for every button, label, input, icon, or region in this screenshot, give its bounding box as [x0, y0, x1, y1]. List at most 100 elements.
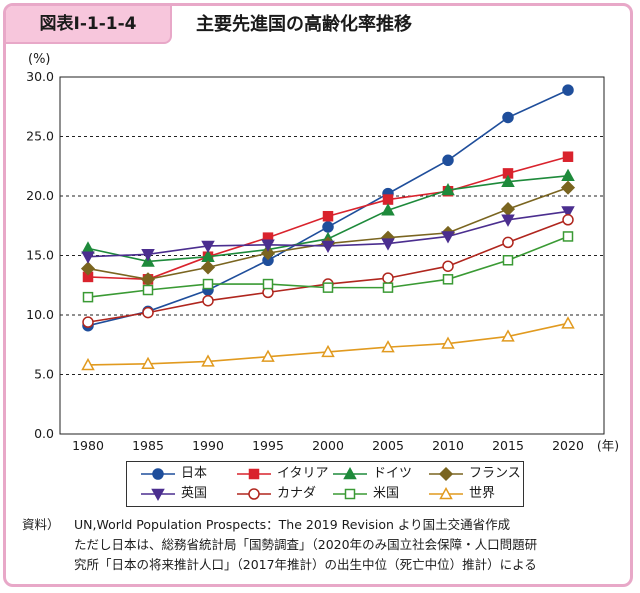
data-point: [201, 354, 215, 367]
source-label: 資料）: [22, 517, 60, 532]
legend-swatch: [333, 488, 367, 500]
data-point: [501, 329, 515, 342]
data-point: [381, 203, 395, 216]
data-point: [261, 239, 275, 252]
data-point: [81, 241, 95, 254]
legend-swatch: [429, 486, 463, 500]
y-tick-label: 15.0: [26, 248, 54, 263]
source-note: 資料） UN,World Population Prospects：The 20…: [22, 515, 622, 575]
data-point: [382, 272, 394, 284]
data-point: [142, 306, 154, 319]
data-point: [441, 231, 455, 244]
data-point: [142, 284, 154, 296]
legend-marker: [152, 468, 164, 480]
data-point: [562, 231, 574, 242]
legend-marker: [438, 466, 454, 482]
data-point: [382, 194, 394, 205]
legend-swatch: [333, 466, 367, 480]
source-line-3: 究所「日本の将来推計人口」（2017年推計）の出生中位（死亡中位）推計）による: [74, 557, 537, 572]
legend-marker: [151, 488, 165, 502]
x-tick-label: 2000: [312, 438, 344, 453]
chart-legend: 日本 イタリア ドイツ フランス英国 カナダ 米国 世界: [126, 461, 524, 507]
x-tick-label: 1985: [132, 438, 164, 453]
source-line-1: UN,World Population Prospects：The 2019 R…: [74, 517, 511, 532]
x-tick-label: 2020: [552, 438, 584, 453]
data-point: [321, 344, 335, 358]
x-tick-label: 2015: [492, 438, 524, 453]
data-point: [381, 340, 395, 353]
data-point: [441, 336, 455, 349]
x-axis-unit-label: (年): [597, 438, 619, 453]
data-point: [562, 151, 574, 162]
data-point: [562, 214, 574, 226]
data-point: [562, 84, 574, 96]
data-point: [502, 255, 514, 266]
legend-swatch: [237, 488, 271, 500]
data-point: [322, 221, 334, 233]
legend-swatch: [237, 468, 271, 480]
data-point: [441, 182, 455, 196]
legend-label: ドイツ: [373, 466, 413, 481]
data-point: [82, 316, 94, 328]
data-point: [502, 111, 514, 124]
legend-swatch: [141, 468, 175, 480]
y-tick-label: 5.0: [34, 367, 54, 382]
data-point: [561, 168, 575, 182]
data-point: [381, 238, 395, 251]
legend-label: フランス: [469, 466, 521, 481]
data-point: [202, 278, 214, 290]
line-chart: 0.0 5.0 10.0 15.0 20.0 25.0 30.0 1980 1985 1990 19…: [26, 69, 619, 453]
x-tick-label: 1980: [72, 438, 104, 453]
data-point: [261, 349, 275, 362]
series-line: [87, 322, 569, 366]
source-line-2: ただし日本は、総務省統計局「国勢調査」（2020年のみ国立社会保障・人口問題研: [74, 537, 538, 552]
data-point: [141, 356, 155, 370]
y-tick-label: 25.0: [26, 129, 54, 144]
data-point: [560, 180, 576, 195]
data-point: [141, 249, 155, 262]
data-point: [262, 278, 274, 290]
legend-label: 日本: [181, 466, 208, 481]
data-point: [561, 206, 575, 219]
data-point: [382, 282, 394, 293]
x-tick-label: 2010: [432, 438, 464, 453]
legend-swatch: [429, 466, 463, 482]
figure-title: 主要先進国の高齢化率推移: [196, 14, 412, 35]
legend-marker: [439, 486, 453, 500]
data-point: [322, 282, 334, 293]
x-tick-label: 1990: [192, 438, 224, 453]
data-point: [501, 174, 515, 187]
legend-label: イタリア: [277, 466, 329, 481]
data-point: [442, 274, 454, 285]
data-point: [321, 240, 335, 254]
x-tick-label: 1995: [252, 438, 284, 453]
data-point: [561, 316, 575, 329]
data-point: [81, 251, 95, 264]
data-point: [442, 154, 454, 167]
data-point: [500, 202, 516, 217]
data-point: [322, 210, 334, 222]
y-axis-unit-label: (%): [28, 52, 51, 67]
data-point: [80, 261, 96, 276]
data-point: [201, 240, 215, 254]
legend-marker: [344, 488, 356, 500]
legend-label: 世界: [469, 486, 496, 501]
legend-marker: [248, 468, 260, 480]
legend-label: カナダ: [277, 486, 317, 501]
legend-marker: [343, 466, 357, 480]
legend-label: 英国: [181, 486, 208, 501]
legend-label: 米国: [373, 486, 400, 501]
y-tick-label: 30.0: [26, 69, 54, 84]
data-point: [202, 294, 214, 307]
y-tick-label: 10.0: [26, 307, 54, 322]
y-tick-label: 20.0: [26, 188, 54, 203]
data-point: [260, 246, 276, 261]
data-point: [81, 357, 95, 371]
legend-marker: [248, 488, 260, 500]
y-tick-label: 0.0: [34, 426, 54, 441]
figure-label: 図表Ⅰ-1-1-4: [6, 6, 172, 44]
data-point: [501, 214, 515, 227]
data-point: [502, 236, 514, 249]
data-point: [442, 260, 454, 272]
data-point: [200, 260, 216, 275]
